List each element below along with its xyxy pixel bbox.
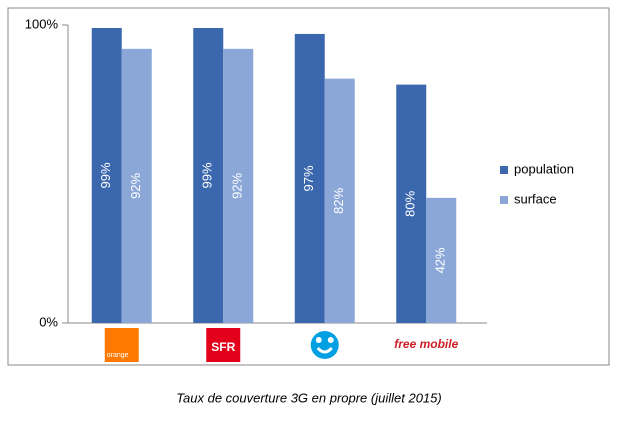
logo <box>206 328 241 362</box>
x-tick-label: free mobile <box>394 337 458 351</box>
legend-swatch <box>500 196 508 204</box>
bar <box>223 48 254 324</box>
value-label: 99% <box>200 162 215 188</box>
chart-caption: Taux de couverture 3G en propre (juillet… <box>176 390 441 405</box>
value-label: 97% <box>301 165 316 191</box>
value-label: 42% <box>433 247 448 273</box>
bar <box>324 78 355 323</box>
value-label: 82% <box>331 187 346 213</box>
legend-label: population <box>514 161 574 176</box>
x-tick-label: SFR <box>211 340 235 354</box>
x-tick-label: orange <box>107 352 129 359</box>
value-label: 92% <box>128 172 143 198</box>
logo <box>327 337 334 343</box>
y-tick-label: 100% <box>25 16 59 31</box>
logo <box>316 346 333 354</box>
logo <box>310 331 339 359</box>
bar <box>193 27 224 323</box>
bar <box>121 48 152 324</box>
bar <box>91 27 122 323</box>
legend-label: surface <box>514 191 557 206</box>
value-label: 80% <box>403 190 418 216</box>
value-label: 99% <box>98 162 113 188</box>
logo <box>104 328 139 362</box>
bar <box>396 84 427 323</box>
bar <box>426 197 457 323</box>
bar <box>294 33 325 323</box>
value-label: 92% <box>230 172 245 198</box>
legend-swatch <box>500 166 508 174</box>
logo <box>315 337 322 343</box>
y-tick-label: 0% <box>39 314 58 329</box>
